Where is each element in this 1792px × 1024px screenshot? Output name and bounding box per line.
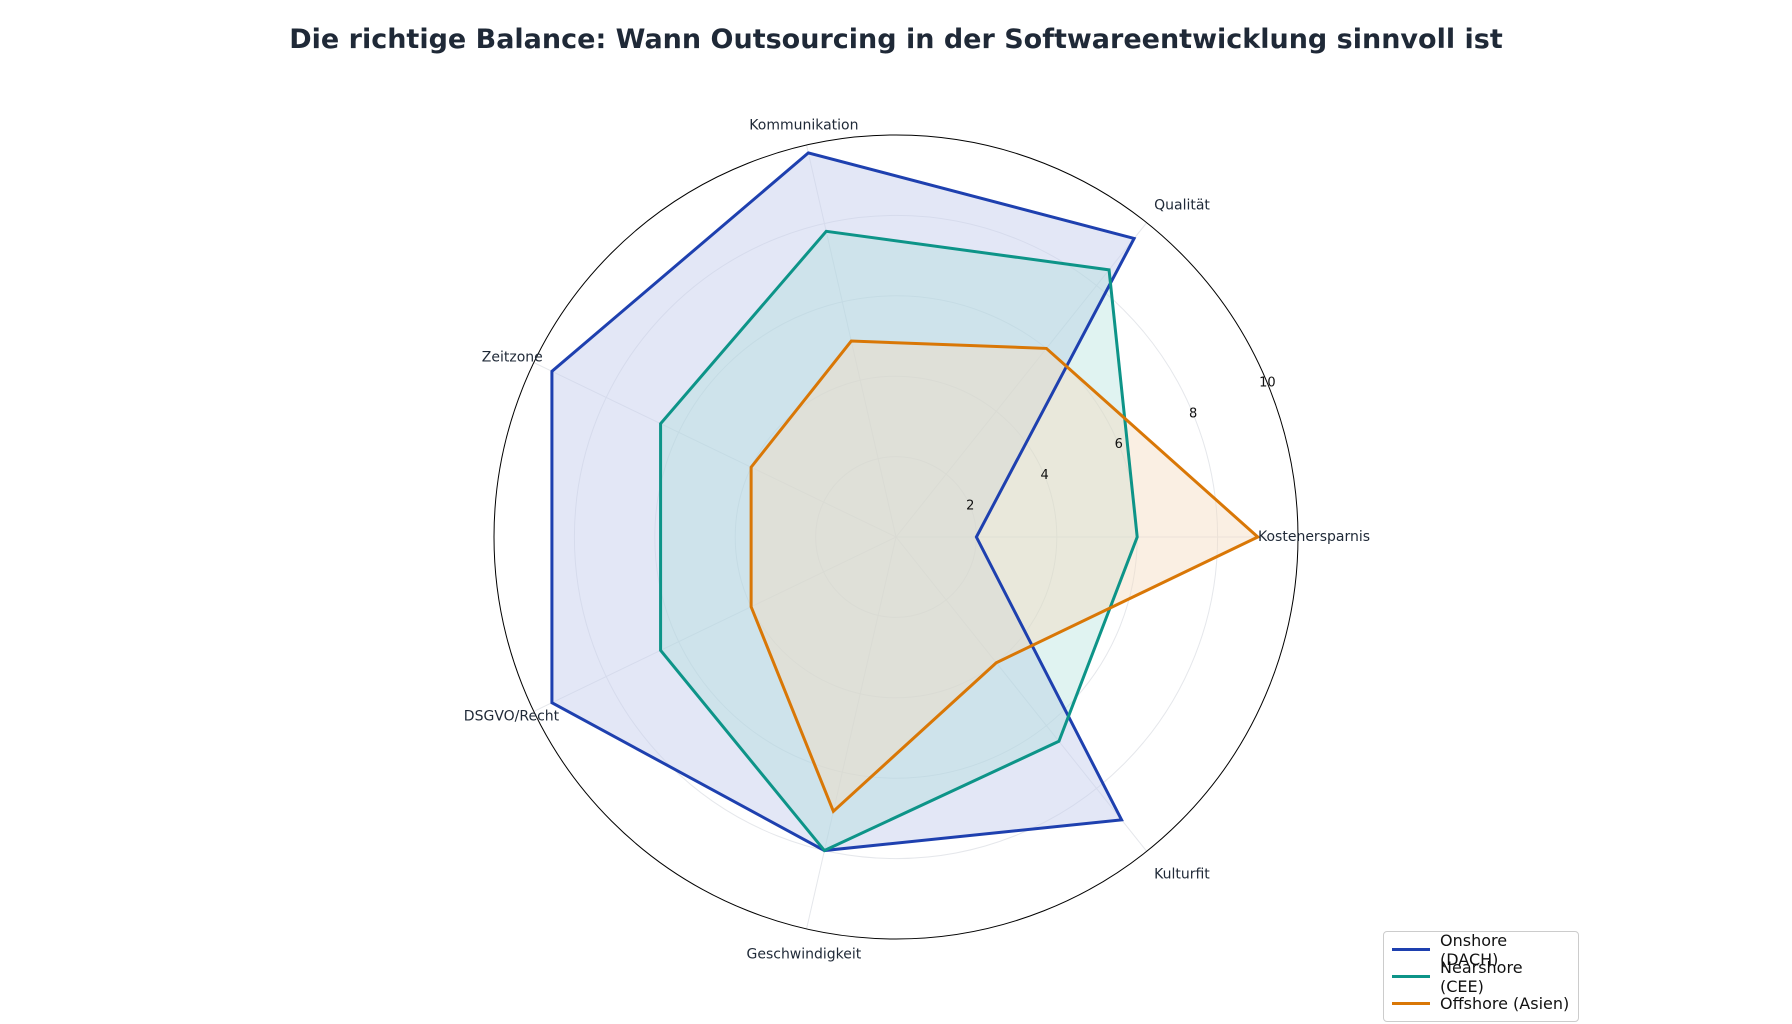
- category-label-6: Geschwindigkeit: [746, 947, 861, 963]
- category-label-2: Qualität: [1154, 197, 1210, 213]
- legend-label-1: Onshore (DACH): [1440, 930, 1508, 969]
- tick-label-8: 8: [1189, 406, 1197, 421]
- legend-item-1: Onshore (DACH): [1392, 931, 1570, 969]
- series-line-2: [659, 229, 1139, 853]
- tick-label-4: 4: [1040, 468, 1048, 483]
- legend-swatch-3: [1392, 1002, 1430, 1005]
- tick-label-10: 10: [1259, 376, 1276, 391]
- series-line-3: [749, 339, 1261, 814]
- legend: Onshore (DACH) Nearshore (CEE) Offshore (A…: [1383, 931, 1579, 1022]
- legend-item-3: Offshore (Asien): [1392, 990, 1570, 1017]
- legend-label-2: Nearshore (CEE): [1440, 957, 1523, 996]
- chart-title: Die richtige Balance: Wann Outsourcing i…: [289, 24, 1503, 55]
- legend-item-2: Nearshore (CEE): [1392, 958, 1570, 996]
- series-fill-1: [551, 152, 1135, 851]
- category-label-4: Zeitzone: [482, 349, 543, 365]
- series-fill-3: [751, 341, 1258, 812]
- series-line-1: [550, 151, 1137, 853]
- legend-label-3: Offshore (Asien): [1440, 994, 1570, 1013]
- tick-label-2: 2: [966, 499, 974, 514]
- category-label-1: Kostenersparnis: [1258, 529, 1370, 545]
- category-label-5: DSGVO/Recht: [464, 709, 560, 725]
- radar-labels: 2 4 6 8 10 Kostenersparnis Qualität Kommunikati…: [464, 117, 1370, 962]
- category-label-7: Kulturfit: [1154, 867, 1210, 883]
- radar-series-layer: [550, 151, 1261, 853]
- legend-swatch-1: [1392, 948, 1430, 951]
- category-label-3: Kommunikation: [749, 117, 858, 133]
- series-fill-2: [660, 231, 1138, 851]
- outer-ring: [493, 134, 1299, 940]
- legend-swatch-2: [1392, 975, 1430, 978]
- tick-label-6: 6: [1115, 437, 1123, 452]
